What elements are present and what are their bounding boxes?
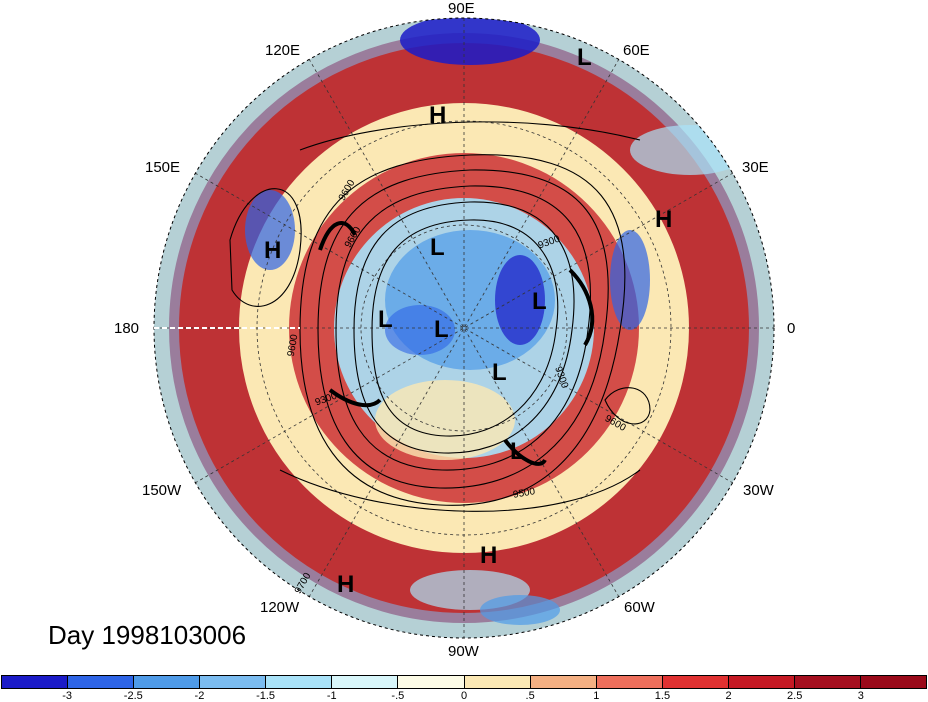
colorbar-swatch [530, 676, 597, 688]
high-marker: H [337, 571, 355, 598]
colorbar-swatch [861, 676, 927, 688]
colorbar-swatch [596, 676, 663, 688]
low-marker: L [532, 288, 547, 315]
high-marker: H [264, 237, 282, 264]
colorbar-tick-label: 3 [857, 690, 864, 702]
colorbar-tick-label: -1.5 [256, 690, 276, 702]
low-marker: L [378, 306, 393, 333]
colorbar-tick-label: -2 [194, 690, 205, 702]
colorbar-tick-label: -.5 [391, 690, 405, 702]
colorbar-swatch [398, 676, 465, 688]
colorbar-swatch [464, 676, 531, 688]
lon-label-180: 180 [114, 320, 140, 337]
colorbar-swatch [134, 676, 201, 688]
graticule [154, 18, 774, 638]
lon-label-90w: 90W [448, 643, 479, 660]
lon-label-60w: 60W [624, 599, 655, 616]
colorbar-swatch [794, 676, 862, 688]
colorbar-swatch [2, 676, 69, 688]
lon-label-0: 0 [787, 320, 796, 337]
colorbar-tick-label: 0 [460, 690, 468, 702]
high-marker: H [480, 542, 498, 569]
lon-label-30e: 30E [742, 159, 769, 176]
high-marker: H [429, 102, 447, 129]
low-marker: L [492, 359, 507, 386]
colorbar-tick-label: -2.5 [123, 690, 143, 702]
colorbar-tick-label: 2.5 [787, 690, 803, 702]
colorbar-swatch [728, 676, 795, 688]
lon-label-150e: 150E [145, 159, 181, 176]
colorbar-swatch [200, 676, 267, 688]
low-marker: L [577, 44, 592, 71]
colorbar-tick-label: 1.5 [654, 690, 671, 702]
colorbar-swatch [662, 676, 729, 688]
high-marker: H [655, 206, 673, 233]
colorbar-tick-label: -3 [62, 690, 73, 702]
low-marker: L [510, 438, 525, 465]
colorbar-tick-label: .5 [525, 690, 535, 702]
date-title: Day 1998103006 [48, 620, 247, 650]
low-marker: L [430, 234, 445, 261]
height-contours [229, 121, 651, 512]
low-marker: L [434, 316, 449, 343]
colorbar-swatch [332, 676, 399, 688]
colorbar-swatch [266, 676, 333, 688]
colorbar-tick-label: 1 [593, 690, 600, 702]
colorbar-tick-label: -1 [326, 690, 337, 702]
colorbar [1, 675, 927, 689]
lon-label-90e: 90E [448, 0, 475, 17]
lon-label-30w: 30W [743, 482, 774, 499]
lon-label-120e: 120E [265, 42, 301, 59]
colorbar-swatch [68, 676, 135, 688]
lon-label-60e: 60E [623, 42, 650, 59]
lon-label-120w: 120W [260, 599, 300, 616]
lon-label-150w: 150W [142, 482, 182, 499]
colorbar-tick-label: 2 [725, 690, 732, 702]
jet-streaks [318, 221, 595, 466]
